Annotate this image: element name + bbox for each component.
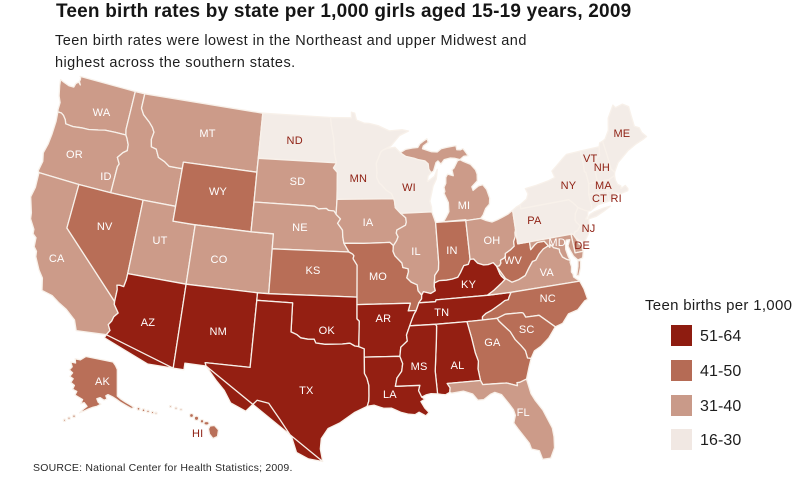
svg-text:OR: OR [66, 149, 83, 161]
svg-text:MD: MD [548, 237, 566, 249]
svg-text:FL: FL [517, 407, 530, 419]
svg-text:ID: ID [100, 171, 111, 183]
svg-text:TX: TX [299, 385, 314, 397]
svg-text:NM: NM [209, 326, 227, 338]
svg-text:AK: AK [95, 376, 111, 388]
svg-text:VT: VT [583, 153, 598, 165]
svg-text:AL: AL [451, 360, 465, 372]
svg-text:OH: OH [484, 235, 501, 247]
svg-text:IN: IN [446, 245, 457, 257]
svg-text:LA: LA [383, 389, 397, 401]
svg-text:IA: IA [363, 217, 374, 229]
svg-text:ND: ND [287, 135, 303, 147]
svg-text:WY: WY [209, 186, 228, 198]
svg-text:NY: NY [561, 180, 577, 192]
svg-text:AR: AR [376, 313, 392, 325]
svg-text:MS: MS [411, 361, 428, 373]
svg-text:HI: HI [192, 428, 203, 440]
svg-text:RI: RI [610, 193, 621, 205]
svg-text:PA: PA [527, 215, 542, 227]
svg-text:MO: MO [369, 271, 387, 283]
svg-text:MI: MI [458, 200, 471, 212]
svg-text:IL: IL [411, 246, 421, 258]
svg-text:CO: CO [211, 254, 228, 266]
svg-text:KS: KS [305, 265, 320, 277]
svg-text:NC: NC [540, 293, 556, 305]
svg-text:OK: OK [319, 325, 336, 337]
svg-text:KY: KY [461, 279, 477, 291]
svg-text:WA: WA [93, 107, 111, 119]
svg-text:DE: DE [574, 240, 590, 252]
svg-text:MT: MT [199, 128, 215, 140]
svg-text:SD: SD [290, 176, 306, 188]
svg-text:CA: CA [49, 253, 65, 265]
svg-text:NJ: NJ [582, 223, 596, 235]
svg-text:SC: SC [519, 324, 535, 336]
svg-text:ME: ME [613, 128, 630, 140]
svg-text:UT: UT [152, 235, 167, 247]
svg-text:NV: NV [97, 221, 113, 233]
svg-text:CT: CT [592, 193, 607, 205]
svg-text:MA: MA [595, 180, 612, 192]
svg-text:WV: WV [504, 255, 523, 267]
svg-text:MN: MN [350, 173, 368, 185]
svg-text:VA: VA [540, 267, 555, 279]
svg-text:NH: NH [594, 162, 610, 174]
svg-text:AZ: AZ [141, 317, 156, 329]
svg-text:WI: WI [402, 182, 416, 194]
svg-text:TN: TN [434, 307, 449, 319]
svg-text:GA: GA [484, 337, 501, 349]
svg-text:NE: NE [292, 222, 308, 234]
